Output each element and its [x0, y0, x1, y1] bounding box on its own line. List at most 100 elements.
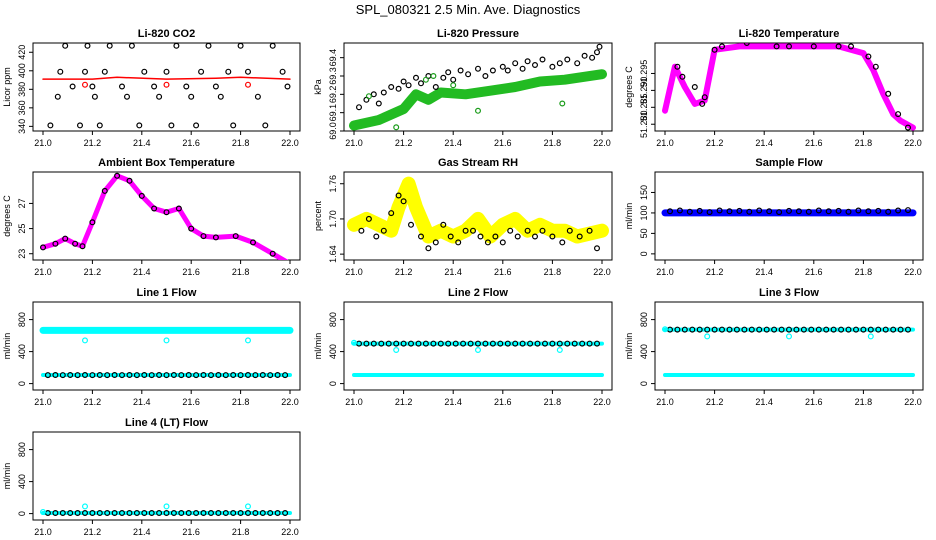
series-sample-averages-point: [178, 372, 185, 379]
series-sample-averages-point: [230, 122, 237, 129]
y-tick-label: 1.70: [328, 210, 338, 228]
series-sample-averages-point: [746, 208, 753, 215]
series-sample-averages-point: [430, 340, 437, 347]
series-sample-averages-point: [895, 207, 902, 214]
series-outliers-point: [81, 503, 88, 510]
series-outliers-point: [245, 503, 252, 510]
y-tick-label: 400: [17, 344, 27, 359]
x-tick-label: 21.2: [84, 397, 102, 407]
y-tick-label: 0: [639, 251, 649, 256]
series-sample-averages-point: [477, 233, 484, 240]
plot-frame: [32, 171, 301, 261]
series-sample-averages-point: [686, 208, 693, 215]
series-sample-averages-point: [126, 177, 133, 184]
series-sample-averages-point: [418, 80, 425, 87]
y-tick-label: 0: [17, 381, 27, 386]
series-sample-averages-point: [793, 326, 800, 333]
series-sample-averages-point: [564, 340, 571, 347]
series-sample-averages-point: [89, 219, 96, 226]
series-outliers-point: [661, 326, 668, 333]
series-sample-averages-point: [128, 43, 135, 49]
chart-rh: Gas Stream RH percent 21.0 21.2 21.4 21.6 21.8…: [313, 157, 613, 277]
series-sample-averages-point: [136, 122, 143, 129]
y-tick-label: 400: [639, 344, 649, 359]
series-sample-averages-point: [62, 43, 69, 49]
series-sample-averages-point: [773, 43, 780, 50]
series-sample-averages-point: [895, 111, 902, 118]
series-sample-averages-point: [69, 83, 76, 90]
y-axis-label: degrees C: [624, 66, 634, 108]
series-sample-averages-point: [44, 372, 51, 379]
series-sample-averages-point: [133, 510, 140, 517]
x-tick-label: 21.6: [494, 267, 512, 277]
x-tick-label: 21.8: [855, 138, 873, 148]
series-sample-averages-point: [81, 510, 88, 517]
series-sample-averages-point: [425, 245, 432, 252]
series-sample-averages-point: [101, 68, 108, 75]
series-sample-averages-point: [123, 93, 130, 100]
series-sample-averages-point: [776, 209, 783, 216]
series-sample-averages-point: [52, 510, 59, 517]
y-tick-label: 0: [639, 381, 649, 386]
x-tick-label: 21.6: [182, 267, 200, 277]
series-sample-averages-point: [504, 67, 511, 74]
series-sample-averages-point: [89, 510, 96, 517]
chart-title: Ambient Box Temperature: [98, 157, 235, 169]
chart-box_temp: Ambient Box Temperature degrees C 21.0 21.2…: [2, 157, 301, 277]
x-tick-label: 22.0: [904, 138, 922, 148]
chart-title: Li-820 CO2: [138, 28, 195, 40]
series-sample-averages-point: [489, 340, 496, 347]
x-tick-label: 21.0: [345, 397, 363, 407]
series-sample-averages-point: [188, 93, 195, 100]
series-sample-averages-point: [596, 43, 603, 50]
series-sample-averages-point: [373, 233, 380, 240]
series-sample-averages-point: [475, 65, 482, 72]
chart-sample_flow: Sample Flow ml/min 21.0 21.2 21.4 21.6 21.8 22.…: [624, 157, 924, 277]
y-tick-label: 800: [639, 312, 649, 327]
series-sample-averages-point: [763, 326, 770, 333]
series-sample-averages-point: [245, 68, 252, 75]
series-sample-averages-point: [904, 326, 911, 333]
series-sample-averages-point: [581, 52, 588, 59]
series-sample-averages-point: [549, 340, 556, 347]
x-tick-label: 21.4: [133, 138, 151, 148]
series-sample-averages-point: [222, 372, 229, 379]
series-sample-averages-point: [269, 250, 276, 257]
x-tick-label: 21.6: [182, 397, 200, 407]
y-tick-label: 50: [639, 228, 649, 238]
series-sample-averages-point: [252, 510, 259, 517]
series-sample-averages-point: [778, 326, 785, 333]
plot-area: [661, 326, 915, 377]
series-sample-averages-point: [716, 207, 723, 214]
series-sample-averages-point: [81, 372, 88, 379]
series-sample-averages-point: [81, 68, 88, 75]
chart-title: Line 3 Flow: [759, 287, 819, 299]
series-sample-averages-point: [704, 326, 711, 333]
y-tick-label: 51.290: [639, 77, 649, 105]
x-tick-label: 21.8: [855, 397, 873, 407]
series-sample-averages-point: [193, 122, 200, 129]
series-sample-averages-point: [363, 340, 370, 347]
series-sample-averages-point: [170, 372, 177, 379]
series-sample-averages-point: [269, 43, 276, 49]
series-sample-averages-point: [805, 208, 812, 215]
series-sample-averages-point: [148, 510, 155, 517]
plot-frame: [654, 301, 924, 391]
y-tick-label: 400: [17, 474, 27, 489]
series-outliers-point: [785, 333, 792, 340]
series-sample-averages-point: [163, 372, 170, 379]
series-sample-averages-point: [462, 227, 469, 234]
series-sample-averages-point: [395, 85, 402, 92]
series-sample-averages-point: [696, 207, 703, 214]
x-tick-label: 22.0: [281, 527, 299, 537]
series-sample-averages-point: [823, 326, 830, 333]
series-outliers-point: [704, 333, 711, 340]
series-sample-averages-point: [860, 326, 867, 333]
x-tick-label: 21.0: [345, 267, 363, 277]
series-outliers-point: [393, 124, 400, 131]
series-sample-averages-point: [208, 372, 215, 379]
y-tick-label: 1.76: [328, 175, 338, 193]
series-sample-averages-point: [484, 239, 491, 246]
series-sample-averages-point: [706, 209, 713, 216]
chart-line4: Line 4 (LT) Flow ml/min 21.0 21.2 21.4 21.6 21…: [2, 417, 301, 537]
